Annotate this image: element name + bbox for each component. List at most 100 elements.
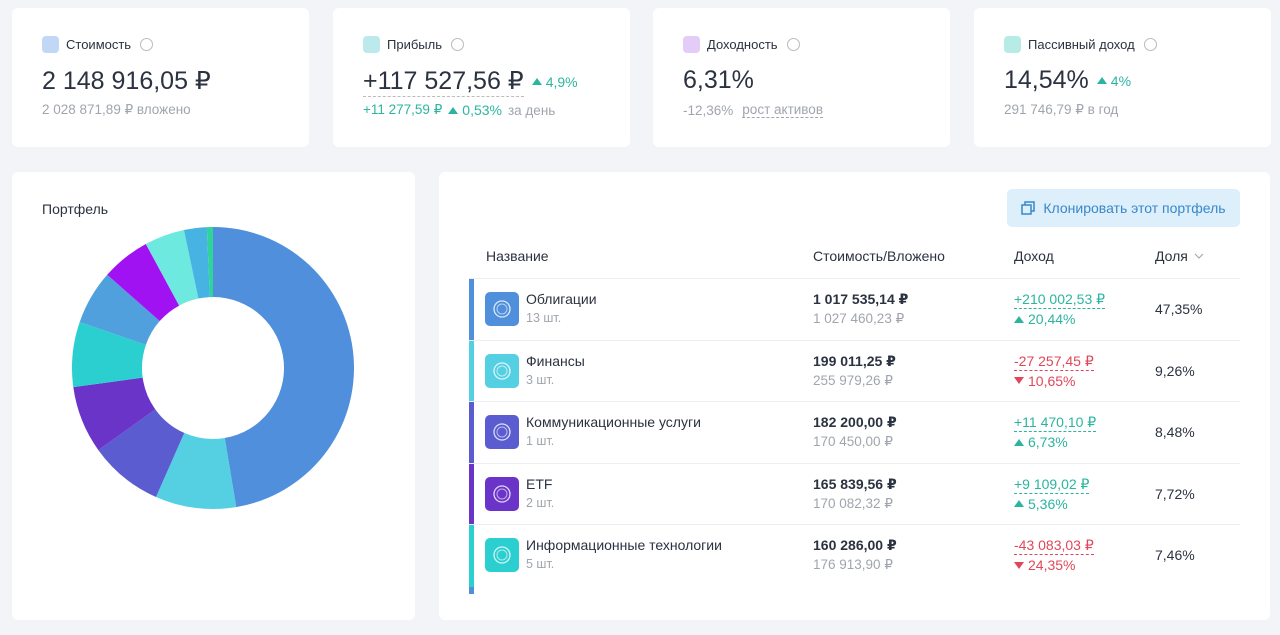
row-income-change: 20,44%: [1014, 311, 1075, 327]
row-icon: [485, 292, 519, 326]
row-income: -27 257,45 ₽: [1014, 352, 1094, 371]
table-row[interactable]: ETF 2 шт. 165 839,56 ₽ 170 082,32 ₽ +9 109,0…: [469, 462, 1240, 526]
row-icon: [485, 415, 519, 450]
column-header[interactable]: Название: [486, 248, 549, 264]
stat-header: Пассивный доход: [1004, 36, 1157, 53]
stat-icon: [683, 36, 700, 53]
stat-sub-text: +11 277,59 ₽: [363, 102, 443, 117]
stat-value: 2 148 916,05 ₽: [42, 66, 211, 96]
row-invested: 170 450,00 ₽: [813, 434, 893, 450]
row-income-change: 6,73%: [1014, 434, 1068, 450]
trend-arrow: [448, 106, 459, 114]
trend-arrow: [1014, 438, 1024, 446]
row-income-pct: 6,73%: [1028, 434, 1068, 451]
trend-arrow: [1014, 561, 1024, 569]
donut-segment[interactable]: [155, 432, 237, 509]
row-income: +210 002,53 ₽: [1014, 291, 1106, 309]
help-icon[interactable]: [450, 38, 464, 51]
row-income: +9 109,02 ₽: [1014, 475, 1090, 494]
stat-card: Доходность 6,31% -12,36% рост активов: [653, 8, 950, 147]
stat-sub-suffix: за день: [507, 102, 556, 118]
row-color-bar: [469, 402, 474, 465]
portfolio-card: Портфель: [12, 172, 415, 620]
table-row[interactable]: Финансы 3 шт. 199 011,25 ₽ 255 979,26 ₽ -27 …: [469, 339, 1240, 403]
table-row[interactable]: Информационные технологии 5 шт. 160 286,00…: [469, 524, 1240, 588]
trend-arrow: [1096, 77, 1107, 84]
trend-arrow: [531, 78, 542, 85]
row-icon: [485, 353, 519, 388]
table-row[interactable]: Коммуникационные услуги 1 шт. 182 200,00 ₽…: [469, 401, 1240, 465]
row-income-pct: 5,36%: [1028, 495, 1068, 512]
row-share: 7,72%: [1155, 485, 1195, 502]
table-card: Клонировать этот портфель Название Стоим…: [439, 172, 1270, 620]
trend-arrow: [1014, 315, 1024, 323]
help-icon[interactable]: [140, 38, 154, 51]
stat-sub: -12,36% рост активов: [683, 102, 823, 118]
row-share: 47,35%: [1155, 301, 1203, 317]
stat-sub: 2 028 871,89 ₽ вложено: [42, 102, 191, 118]
stat-change-text: 4%: [1110, 72, 1132, 89]
stat-icon: [42, 36, 59, 53]
stat-sub-link[interactable]: рост активов: [742, 102, 823, 118]
column-header[interactable]: Доля: [1155, 248, 1204, 264]
donut-segment[interactable]: [71, 321, 146, 388]
row-income-pct: 10,65%: [1028, 372, 1076, 389]
donut-segment[interactable]: [107, 244, 180, 322]
clone-button[interactable]: Клонировать этот портфель: [1007, 189, 1240, 227]
row-name: ETF: [526, 475, 553, 492]
stat-sub-text: -12,36%: [683, 102, 734, 118]
help-icon[interactable]: [786, 38, 800, 51]
stat-change-text: 4,9%: [545, 73, 578, 90]
column-header[interactable]: Стоимость/Вложено: [813, 248, 945, 264]
stat-sub-text: 291 746,79 ₽ в год: [1004, 102, 1119, 117]
stat-sub-change-text: 0,53%: [462, 102, 502, 118]
row-name: Финансы: [526, 352, 585, 369]
stat-value-text: 14,54%: [1004, 66, 1089, 94]
stat-header: Прибыль: [363, 36, 464, 53]
donut-chart: [71, 227, 354, 509]
row-income: +11 470,10 ₽: [1014, 414, 1097, 433]
row-income-pct: 24,35%: [1028, 557, 1076, 574]
stat-icon: [363, 36, 380, 53]
row-share: 7,46%: [1155, 547, 1195, 564]
stat-sub: 291 746,79 ₽ в год: [1004, 102, 1118, 118]
donut-segment[interactable]: [206, 227, 213, 298]
stat-value: +117 527,56 ₽ 4,9%: [363, 66, 578, 97]
stat-title: Прибыль: [387, 37, 442, 52]
stat-value-text: 2 148 916,05 ₽: [42, 67, 211, 95]
row-value: 165 839,56 ₽: [813, 475, 897, 492]
row-stub: [469, 586, 474, 594]
donut-segment[interactable]: [213, 227, 354, 508]
table-row[interactable]: Облигации 13 шт. 1 017 535,14 ₽ 1 027 460,2…: [469, 278, 1240, 341]
stat-title: Пассивный доход: [1028, 37, 1135, 52]
row-share: 9,26%: [1155, 362, 1195, 379]
donut-segment[interactable]: [98, 409, 185, 497]
column-header[interactable]: Доход: [1014, 248, 1054, 264]
row-income-change: 24,35%: [1014, 557, 1075, 573]
stat-sub-change: 0,53%: [448, 102, 502, 118]
donut-segment[interactable]: [79, 274, 160, 345]
stat-title: Доходность: [707, 37, 778, 52]
row-value: 160 286,00 ₽: [813, 537, 897, 554]
row-name: Коммуникационные услуги: [526, 414, 701, 431]
donut-segment[interactable]: [183, 227, 210, 299]
trend-arrow: [1014, 377, 1024, 385]
stat-change: 4,9%: [531, 73, 578, 90]
donut-segment[interactable]: [73, 377, 156, 451]
stat-title: Стоимость: [66, 37, 132, 52]
row-invested: 1 027 460,23 ₽: [813, 311, 905, 326]
row-color-bar: [469, 525, 474, 588]
stat-card: Прибыль +117 527,56 ₽ 4,9% +11 277,59 ₽ 0,53…: [333, 8, 630, 147]
row-income: -43 083,03 ₽: [1014, 537, 1094, 556]
stat-value-text: +117 527,56 ₽: [363, 67, 524, 97]
row-count: 5 шт.: [526, 557, 555, 572]
row-icon: [485, 538, 519, 573]
stat-value-text: 6,31%: [683, 66, 754, 94]
row-income-change: 10,65%: [1014, 373, 1075, 389]
stat-card: Стоимость 2 148 916,05 ₽ 2 028 871,89 ₽ вл…: [12, 8, 309, 147]
stat-value: 6,31%: [683, 66, 754, 95]
help-icon[interactable]: [1143, 38, 1157, 51]
row-count: 1 шт.: [526, 434, 555, 449]
donut-segment[interactable]: [145, 230, 199, 306]
